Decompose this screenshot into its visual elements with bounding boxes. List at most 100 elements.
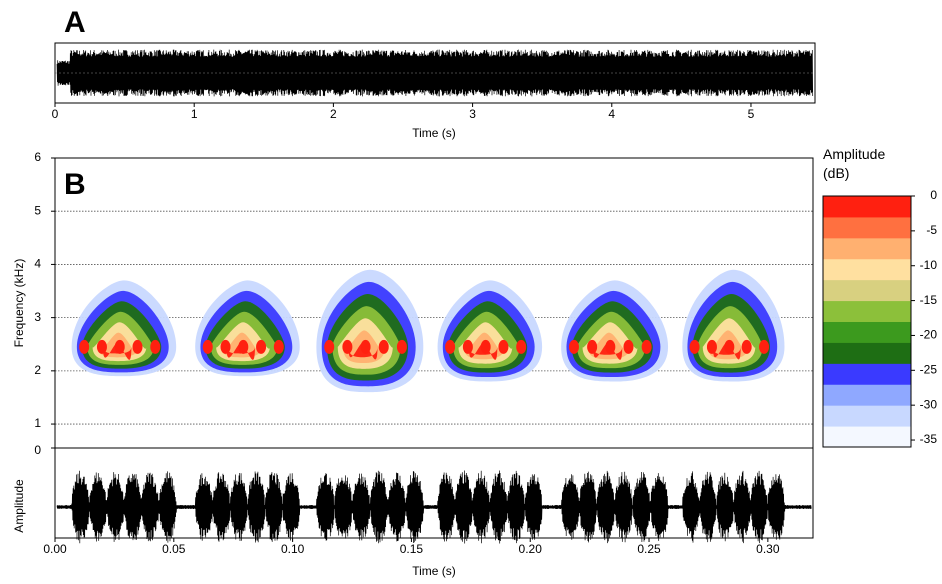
colorbar-band	[823, 370, 911, 378]
colorbar-band	[823, 384, 911, 392]
waveform-trace	[56, 470, 812, 544]
waveform-trace	[56, 49, 814, 97]
colorbar-band	[823, 209, 911, 218]
call	[195, 280, 300, 377]
call	[682, 269, 785, 382]
colorbar-tick-label: -10	[920, 258, 938, 272]
panel-label: A	[64, 6, 86, 39]
y-tick-label: 5	[34, 203, 41, 217]
x-tick-label: 0.05	[162, 542, 186, 556]
y-tick-label: 2	[34, 363, 41, 377]
colorbar-tick-label: -25	[920, 362, 938, 376]
peak	[623, 339, 634, 354]
colorbar-band	[823, 321, 911, 329]
colorbar-tick-label: -35	[920, 432, 938, 446]
colorbar-band	[823, 202, 911, 211]
colorbar-tick-label: -20	[920, 328, 938, 342]
peak	[568, 339, 579, 354]
colorbar-band	[823, 419, 911, 427]
colorbar-band	[823, 391, 911, 399]
colorbar-band	[823, 363, 911, 371]
peak	[273, 339, 284, 354]
colorbar-band	[823, 405, 911, 413]
colorbar-band	[823, 398, 911, 406]
colorbar-band	[823, 244, 911, 253]
peak	[256, 339, 267, 354]
colorbar-band	[823, 412, 911, 420]
colorbar-band	[823, 377, 911, 385]
peak	[689, 339, 700, 354]
x-tick-label: 5	[748, 107, 755, 121]
plot-frame	[54, 42, 816, 104]
colorbar-frame	[822, 195, 912, 448]
x-tick-label: 0.00	[43, 542, 67, 556]
y-axis-label: Amplitude	[12, 479, 26, 533]
colorbar-band	[823, 349, 911, 357]
call	[71, 280, 177, 377]
colorbar-band	[823, 237, 911, 246]
colorbar-band	[823, 216, 911, 225]
colorbar-band	[823, 286, 911, 295]
peak	[759, 339, 770, 354]
colorbar-band	[823, 279, 911, 288]
peak	[220, 339, 231, 354]
colorbar-band	[823, 272, 911, 281]
peak	[132, 339, 143, 354]
peak	[641, 339, 652, 354]
peak	[238, 339, 249, 354]
y-tick-label: 6	[34, 150, 41, 164]
colorbar-tick-label: 0	[930, 188, 937, 202]
colorbar-band	[823, 307, 911, 316]
x-tick-label: 3	[469, 107, 476, 121]
x-tick-label: 1	[191, 107, 198, 121]
colorbar-tick-label: -30	[920, 397, 938, 411]
peak	[724, 339, 735, 354]
peak	[516, 339, 527, 354]
peak	[114, 339, 125, 354]
x-tick-label: 0.15	[400, 542, 424, 556]
peak	[96, 339, 107, 354]
colorbar-band	[823, 335, 911, 343]
colorbar-band	[823, 356, 911, 364]
x-tick-label: 0.25	[637, 542, 661, 556]
peak	[587, 339, 598, 354]
peak	[605, 339, 616, 354]
colorbar-title: Amplitude (dB)	[823, 146, 885, 181]
call	[316, 269, 424, 393]
y-axis-label: Frequency (kHz)	[12, 259, 26, 348]
y-tick-label: 4	[34, 257, 41, 271]
y-tick-label: 3	[34, 310, 41, 324]
x-axis-label: Time (s)	[412, 564, 456, 578]
colorbar-band	[823, 440, 911, 448]
peak	[480, 339, 491, 354]
y-tick-label: 1	[34, 416, 41, 430]
colorbar-tick-label: -5	[926, 223, 937, 237]
peak	[498, 339, 509, 354]
colorbar-band	[823, 258, 911, 267]
call	[561, 280, 669, 382]
colorbar-band	[823, 426, 911, 434]
peak	[202, 339, 213, 354]
peak	[396, 339, 407, 354]
colorbar-band	[823, 342, 911, 350]
x-tick-label: 0	[52, 107, 59, 121]
colorbar-band	[823, 300, 911, 309]
peak	[79, 339, 90, 354]
peak	[150, 339, 161, 354]
x-tick-label: 2	[330, 107, 337, 121]
peak	[445, 339, 456, 354]
peak	[378, 339, 389, 354]
colorbar-band	[823, 314, 911, 322]
colorbar-band	[823, 433, 911, 441]
peak	[741, 339, 752, 354]
peak	[360, 339, 371, 354]
colorbar-band	[823, 223, 911, 232]
colorbar-band	[823, 293, 911, 302]
peak	[462, 339, 473, 354]
x-tick-label: 0.10	[281, 542, 305, 556]
x-axis-label: Time (s)	[412, 126, 456, 140]
panel-label: B	[64, 168, 86, 201]
y-tick-label: 0	[34, 443, 41, 457]
peak	[342, 339, 353, 354]
